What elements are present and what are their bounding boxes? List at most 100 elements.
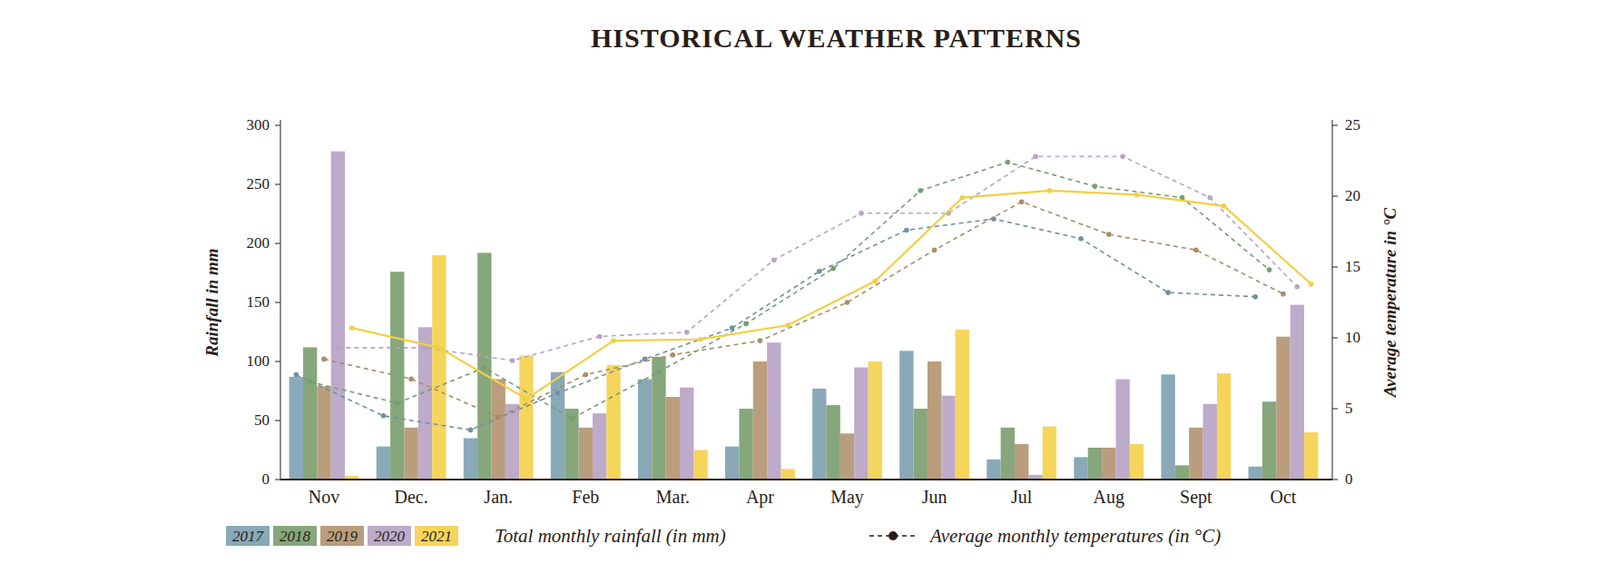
y2-tick-label: 10 [1344,328,1361,346]
legend-swatch [320,525,364,546]
temperature-point [381,412,387,419]
y-tick-label: 50 [254,411,270,429]
legend-label: 2020 [373,527,406,545]
temperature-point [785,322,791,328]
bar [505,403,520,480]
temperature-point [1005,159,1012,166]
x-tick-label: Jan. [483,486,513,507]
temperature-line [310,162,1270,419]
temperature-point [743,321,749,327]
bar [868,361,883,480]
bar [431,255,446,480]
temperature-point [1193,246,1199,253]
y2-tick [1332,337,1338,339]
bar [477,252,491,480]
temperature-point [932,246,938,253]
bar [564,408,579,480]
bar [579,427,593,480]
temperature-point [349,324,355,331]
temperature-point [610,337,617,344]
y-tick-label: 250 [246,175,271,193]
legend-caption: Average monthly temperatures (in °C) [928,524,1221,547]
y-axis-title: Rainfall in mm [202,247,222,357]
temperature-point [293,372,299,378]
temperature-point [510,357,516,364]
x-tick-label: Sept [1179,486,1213,508]
y2-tick [1332,196,1338,197]
bar [606,364,620,480]
y2-tick-label: 5 [1344,399,1354,417]
temperature-point [1019,198,1025,205]
temperature-point [903,227,910,234]
temperature-point [858,210,864,216]
bar [927,361,942,480]
temperature-point [771,256,777,263]
legend-swatch [414,525,459,546]
bar [1248,466,1263,480]
bar [403,427,418,480]
y-tick [274,243,281,245]
temperature-point [1032,154,1039,160]
temperature-point [555,390,561,396]
bar [376,446,391,480]
y-tick-label: 0 [262,470,271,488]
y-tick-label: 100 [246,352,271,370]
bar [550,372,565,480]
temperature-point [481,364,488,371]
temperature-point [394,400,401,406]
y2-axis [1332,119,1334,480]
temperature-point [670,352,677,358]
y-tick [274,302,281,304]
y-axis [280,119,282,480]
legend: 20172018201920202021Total monthly rainfa… [225,524,1221,547]
y2-tick-label: 15 [1344,257,1361,275]
x-tick-label: Feb [571,486,599,507]
temperature-point [1280,291,1286,297]
bar [1262,401,1277,480]
x-tick-label: Mar. [656,486,690,507]
temperature-point [1308,281,1315,287]
temperature-point [684,329,690,335]
bar [463,438,478,481]
y-tick [274,420,281,422]
y-tick-label: 150 [246,293,271,311]
x-tick-label: Jun [922,486,948,507]
bar [519,355,533,481]
bar [1175,464,1189,480]
temperature-point [1119,154,1126,160]
bar [753,361,767,480]
bar [1217,373,1231,480]
y-tick [274,361,281,363]
temperature-point [697,336,704,343]
legend-swatch [273,525,317,546]
temperature-point [408,375,414,382]
temperature-point [917,187,923,194]
temperature-line [352,190,1312,399]
bar [1101,447,1116,480]
bar [1129,443,1144,480]
y-tick-label: 300 [246,116,271,134]
bar [825,404,840,480]
temperature-line [337,156,1297,361]
y2-tick [1332,125,1338,127]
x-tick-label: Dec. [394,486,429,507]
temperature-line [295,218,1256,430]
bar [303,346,317,480]
legend-label: 2021 [421,527,452,545]
temperature-point [872,278,878,285]
bar [331,151,345,480]
temperature-point [1134,192,1140,198]
bar [289,376,304,480]
bar [853,367,868,481]
chart: HISTORICAL WEATHER PATTERNS0501001502002… [0,0,1600,574]
x-tick-label: Nov [308,486,340,507]
temperature-point [844,299,851,305]
x-tick-label: Aug [1093,486,1125,508]
temperature-point [597,333,603,340]
bar [1115,379,1129,481]
y2-tick [1332,266,1338,268]
title: HISTORICAL WEATHER PATTERNS [590,22,1082,53]
temperature-point [1165,289,1171,295]
bar [693,450,707,481]
y2-tick-label: 25 [1344,116,1361,134]
